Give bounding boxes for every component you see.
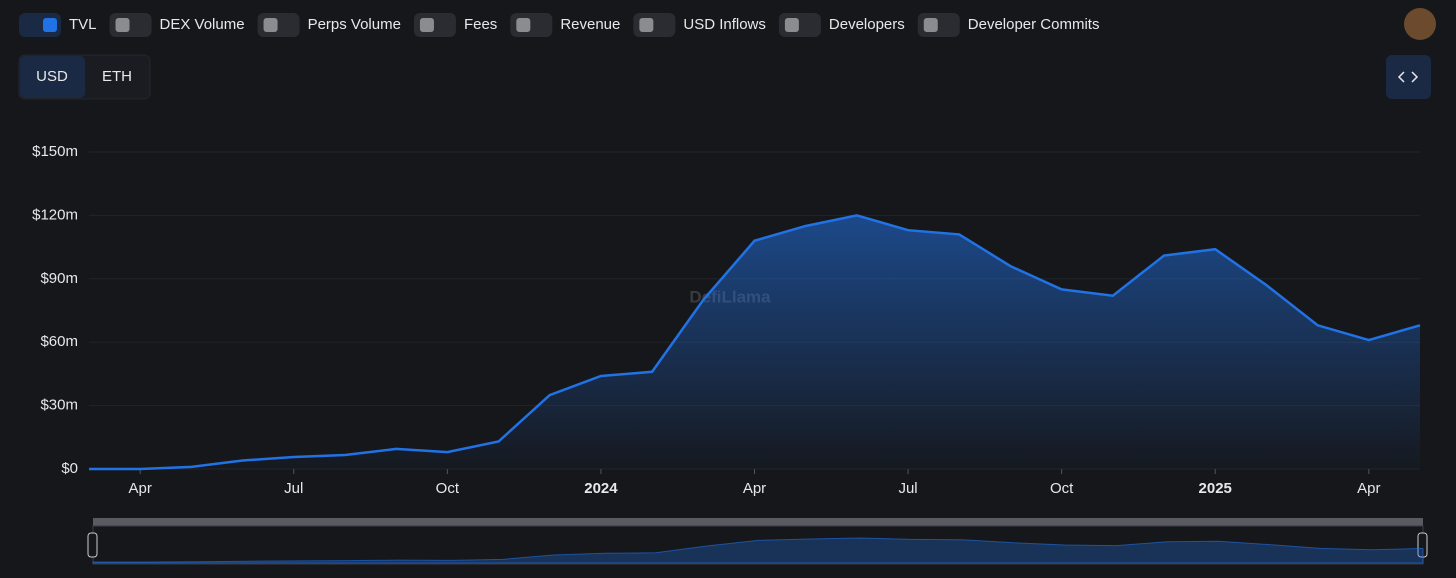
toggle-knob — [516, 18, 531, 32]
toggle-knob — [639, 18, 654, 32]
y-tick-label: $150m — [32, 143, 78, 160]
toggle-label: DEX Volume — [160, 16, 245, 33]
x-tick-label: Oct — [1050, 480, 1074, 497]
y-tick-label: $90m — [40, 270, 78, 287]
toggle-knob — [923, 18, 938, 32]
toggle-label: Developers — [829, 16, 905, 33]
currency-option[interactable]: USD — [36, 68, 68, 85]
x-tick-label: Oct — [436, 480, 460, 497]
y-tick-label: $60m — [40, 333, 78, 350]
y-tick-label: $0 — [61, 460, 78, 477]
embed-button[interactable] — [1386, 55, 1431, 99]
toggle-label: Perps Volume — [308, 16, 401, 33]
x-tick-label: Apr — [129, 480, 152, 497]
y-tick-label: $30m — [40, 397, 78, 414]
x-tick-label: Apr — [743, 480, 766, 497]
toggle-label: USD Inflows — [683, 16, 766, 33]
y-tick-label: $120m — [32, 206, 78, 223]
x-tick-label: Apr — [1357, 480, 1380, 497]
toggle-knob — [419, 18, 434, 32]
brush-area — [92, 537, 1424, 564]
toggle-knob — [43, 18, 57, 32]
x-tick-label: Jul — [898, 480, 917, 497]
embed-icon — [1397, 71, 1419, 83]
x-tick-label: 2025 — [1199, 480, 1232, 497]
toggle-knob — [784, 18, 799, 32]
currency-active — [20, 56, 85, 98]
toggle-label: Revenue — [560, 16, 620, 33]
toggle-label: Developer Commits — [968, 16, 1100, 33]
toggle-row: TVL DEX Volume Perps Volume Fees Revenue USD … — [19, 13, 1099, 37]
toggle-knob — [263, 18, 278, 32]
currency-option[interactable]: ETH — [102, 68, 132, 85]
line — [89, 214, 1421, 471]
toggle-label: Fees — [464, 16, 497, 33]
brush-handle-bar[interactable] — [93, 518, 1423, 526]
avatar[interactable] — [1404, 8, 1436, 40]
x-tick-label: 2024 — [584, 480, 618, 497]
brush-handle[interactable] — [87, 532, 98, 558]
toggle-label: TVL — [69, 16, 97, 33]
x-tick-label: Jul — [284, 480, 303, 497]
toggle-knob — [115, 18, 130, 32]
area — [89, 215, 1420, 469]
